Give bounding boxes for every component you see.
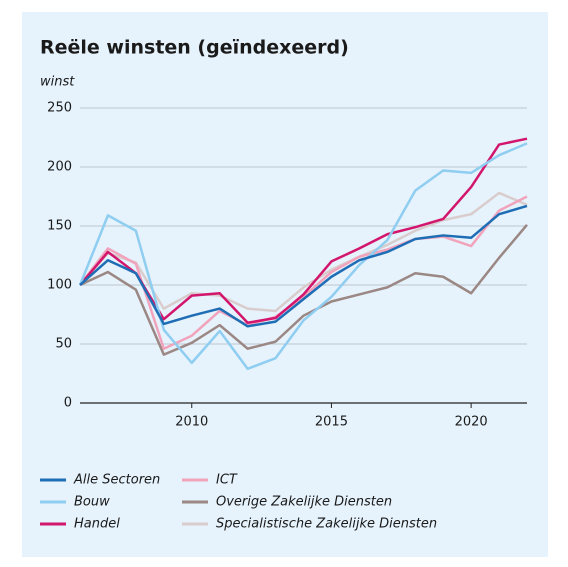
y-tick-label: 150 xyxy=(47,219,72,234)
x-tick-label: 2015 xyxy=(315,415,348,430)
legend-label: ICT xyxy=(216,473,238,488)
line xyxy=(79,137,528,325)
legend-label: Overige Zakelijke Diensten xyxy=(216,495,392,510)
y-tick-label: 100 xyxy=(47,278,72,293)
y-tick-label: 200 xyxy=(47,160,72,175)
y-axis-label: winst xyxy=(40,75,75,90)
x-tick-label: 2010 xyxy=(175,415,208,430)
y-tick-label: 50 xyxy=(55,337,72,352)
line xyxy=(79,224,528,356)
x-tick-label: 2020 xyxy=(455,415,488,430)
chart-title: Reële winsten (geïndexeerd) xyxy=(40,37,349,59)
legend-label: Alle Sectoren xyxy=(73,473,160,488)
legend-label: Handel xyxy=(74,517,120,532)
y-tick-label: 0 xyxy=(64,396,72,411)
legend-label: Bouw xyxy=(74,495,110,510)
line xyxy=(78,142,528,371)
line xyxy=(79,204,528,328)
line xyxy=(79,195,528,350)
legend-label: Specialistische Zakelijke Diensten xyxy=(216,517,437,532)
y-tick-label: 250 xyxy=(47,101,72,116)
